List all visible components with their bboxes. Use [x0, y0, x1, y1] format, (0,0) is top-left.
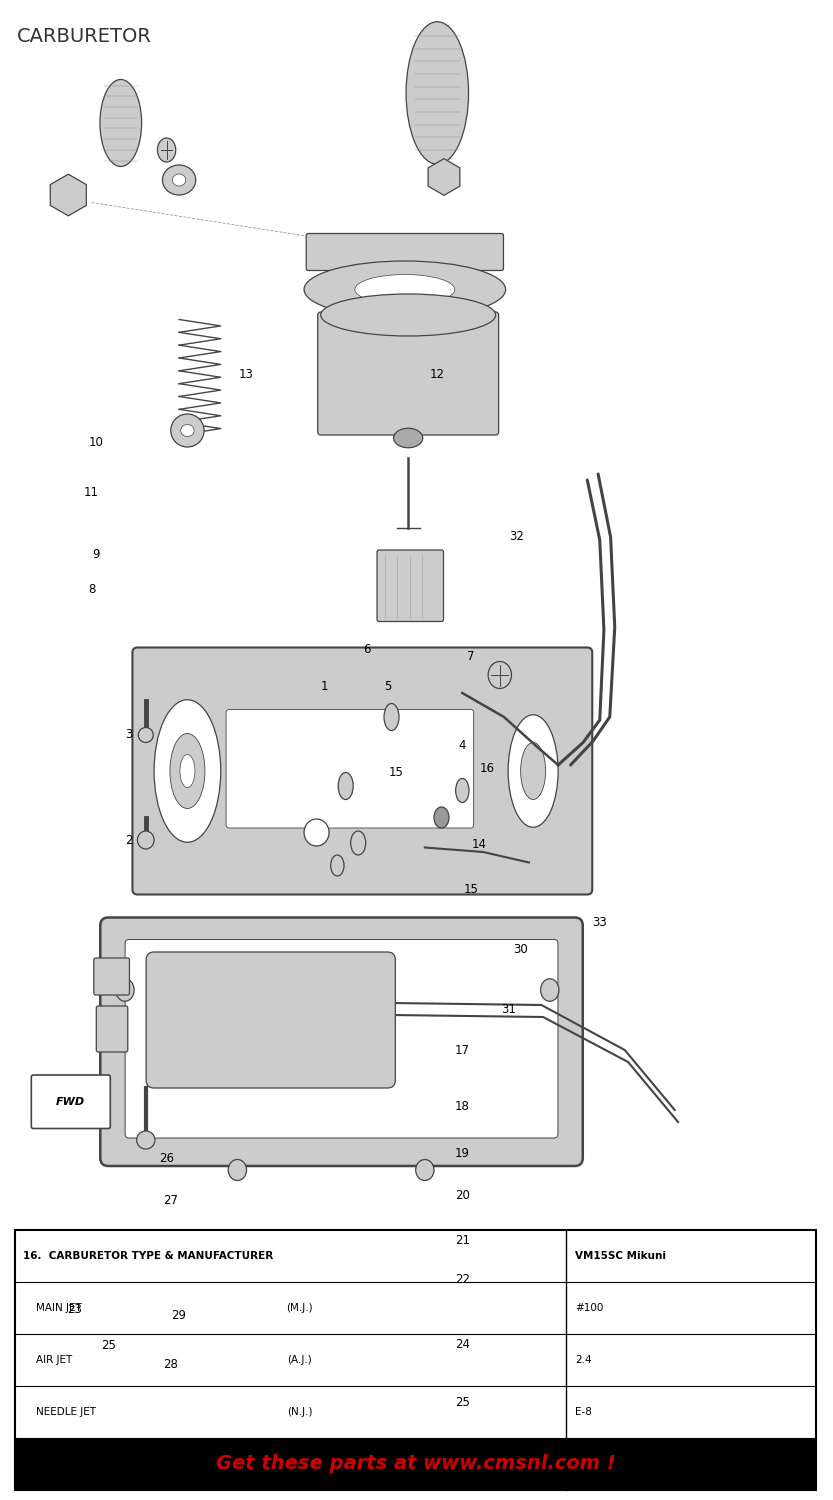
- Ellipse shape: [171, 414, 204, 447]
- Text: Get these parts at www.cmsnl.com !: Get these parts at www.cmsnl.com !: [216, 1454, 616, 1473]
- Text: 8: 8: [88, 584, 95, 596]
- Text: NEEDLE JET: NEEDLE JET: [23, 1407, 97, 1416]
- Ellipse shape: [172, 174, 186, 186]
- Text: 6: 6: [362, 644, 371, 656]
- Text: (M.J.): (M.J.): [287, 1304, 313, 1312]
- Text: 16.  CARBURETOR TYPE & MANUFACTURER: 16. CARBURETOR TYPE & MANUFACTURER: [23, 1251, 273, 1262]
- FancyBboxPatch shape: [317, 312, 499, 435]
- Ellipse shape: [157, 138, 176, 162]
- Bar: [15, 1437, 816, 1490]
- Text: 26: 26: [159, 1152, 174, 1164]
- Text: 19: 19: [455, 1148, 470, 1160]
- Ellipse shape: [304, 819, 329, 846]
- FancyBboxPatch shape: [125, 939, 558, 1138]
- Text: 3RD: 3RD: [575, 1458, 596, 1468]
- Text: (A.J.): (A.J.): [287, 1354, 312, 1365]
- Text: 23: 23: [67, 1304, 82, 1316]
- Text: 25: 25: [455, 1396, 470, 1408]
- Text: 27: 27: [163, 1194, 178, 1206]
- Ellipse shape: [384, 704, 399, 730]
- Ellipse shape: [138, 728, 153, 742]
- Text: 20: 20: [455, 1190, 470, 1202]
- Bar: [15, 1230, 816, 1490]
- Ellipse shape: [180, 754, 195, 788]
- Text: 29: 29: [172, 1310, 187, 1322]
- Text: 7: 7: [466, 651, 475, 663]
- Ellipse shape: [351, 831, 366, 855]
- Ellipse shape: [331, 855, 344, 876]
- Ellipse shape: [434, 807, 449, 828]
- Text: 16: 16: [480, 762, 495, 774]
- Ellipse shape: [137, 831, 154, 849]
- Text: 24: 24: [455, 1338, 470, 1350]
- Text: #100: #100: [575, 1304, 603, 1312]
- FancyBboxPatch shape: [146, 952, 396, 1088]
- FancyBboxPatch shape: [307, 234, 503, 270]
- Text: (J.N.): (J.N.): [287, 1458, 312, 1468]
- Text: 28: 28: [163, 1359, 178, 1371]
- Text: E-8: E-8: [575, 1407, 591, 1416]
- Text: 15: 15: [388, 766, 403, 778]
- Text: 9: 9: [92, 549, 100, 561]
- Text: 2.4: 2.4: [575, 1354, 591, 1365]
- Text: MAIN JET: MAIN JET: [23, 1304, 82, 1312]
- FancyBboxPatch shape: [100, 918, 583, 1166]
- Ellipse shape: [541, 980, 559, 1002]
- Ellipse shape: [355, 274, 455, 304]
- Ellipse shape: [488, 662, 511, 688]
- Text: CARBURETOR: CARBURETOR: [17, 27, 152, 46]
- Text: 14: 14: [471, 839, 486, 850]
- Text: 21: 21: [455, 1234, 470, 1246]
- Text: 5: 5: [384, 681, 391, 693]
- Text: 30: 30: [513, 944, 528, 956]
- Ellipse shape: [137, 1131, 155, 1149]
- FancyBboxPatch shape: [226, 710, 474, 828]
- Text: 22: 22: [455, 1274, 470, 1286]
- Ellipse shape: [456, 778, 469, 802]
- Text: 12: 12: [430, 369, 445, 381]
- Text: 32: 32: [509, 531, 524, 543]
- Ellipse shape: [406, 22, 468, 165]
- Ellipse shape: [154, 699, 221, 843]
- Text: 25: 25: [101, 1340, 116, 1352]
- Text: 15: 15: [463, 884, 478, 896]
- FancyBboxPatch shape: [32, 1076, 110, 1128]
- Ellipse shape: [521, 742, 546, 800]
- Text: 1: 1: [321, 681, 329, 693]
- Text: 31: 31: [501, 1004, 516, 1016]
- Text: 33: 33: [592, 916, 607, 928]
- Text: 18: 18: [455, 1101, 470, 1113]
- Text: 2: 2: [125, 834, 133, 846]
- FancyBboxPatch shape: [377, 550, 443, 621]
- Text: (N.J.): (N.J.): [287, 1407, 312, 1416]
- Text: 13: 13: [238, 369, 253, 381]
- Ellipse shape: [181, 424, 194, 436]
- Ellipse shape: [393, 429, 422, 447]
- Ellipse shape: [170, 734, 205, 809]
- Ellipse shape: [508, 716, 558, 828]
- Ellipse shape: [321, 294, 496, 336]
- FancyBboxPatch shape: [132, 648, 592, 894]
- Text: AIR JET: AIR JET: [23, 1354, 72, 1365]
- Text: 10: 10: [88, 436, 103, 448]
- FancyBboxPatch shape: [97, 1007, 127, 1052]
- Ellipse shape: [162, 165, 196, 195]
- Text: FWD: FWD: [57, 1096, 85, 1107]
- Ellipse shape: [100, 80, 142, 166]
- Ellipse shape: [116, 980, 134, 1002]
- Text: 17: 17: [455, 1044, 470, 1056]
- Text: JET NEEDLE CLIP POSITION: JET NEEDLE CLIP POSITION: [23, 1458, 175, 1468]
- Text: VM15SC Mikuni: VM15SC Mikuni: [575, 1251, 666, 1262]
- Text: 3: 3: [126, 729, 132, 741]
- FancyBboxPatch shape: [94, 958, 129, 994]
- Ellipse shape: [416, 1160, 434, 1180]
- Text: 11: 11: [84, 486, 99, 498]
- Ellipse shape: [228, 1160, 247, 1180]
- Ellipse shape: [338, 772, 353, 800]
- Text: 4: 4: [458, 740, 466, 752]
- Ellipse shape: [304, 261, 506, 318]
